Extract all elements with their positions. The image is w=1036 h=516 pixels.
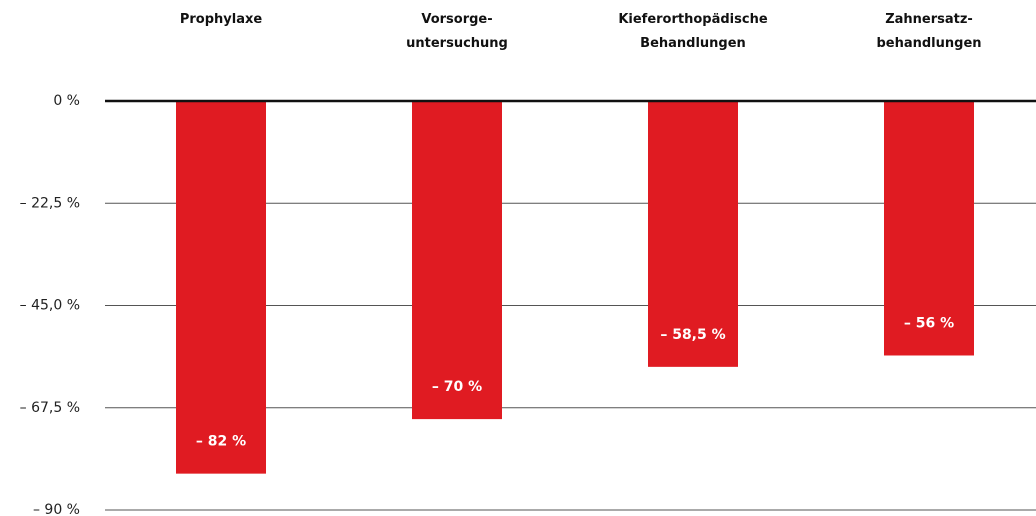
bar [412,101,502,420]
value-label: – 56 % [904,315,954,331]
bar [176,101,266,474]
bar [648,101,738,367]
category-label: Kieferorthopädische Behandlungen [618,12,768,51]
category-label: Vorsorge- untersuchung [406,12,508,51]
y-tick-label: – 67,5 % [20,400,80,416]
value-label: – 82 % [196,434,246,450]
category-label: Prophylaxe [179,12,263,27]
category-label: Zahnersatz- behandlungen [876,12,982,51]
y-tick-label: – 22,5 % [20,195,80,211]
y-tick-label: 0 % [53,93,80,109]
y-tick-label: – 90 % [33,502,80,516]
value-label: – 70 % [432,379,482,395]
bar [884,101,974,356]
value-label: – 58,5 % [660,327,725,343]
y-tick-label: – 45,0 % [20,298,80,314]
